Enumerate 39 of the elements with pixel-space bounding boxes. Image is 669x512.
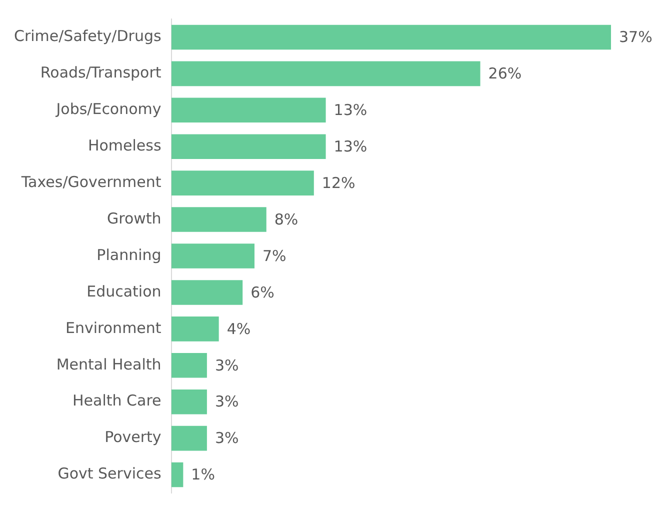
bar: [171, 24, 611, 50]
data-label: 3%: [214, 429, 239, 448]
bar: [171, 352, 207, 378]
data-label: 37%: [619, 28, 652, 46]
y-tick-label: Govt Services: [58, 464, 162, 483]
y-tick-label: Mental Health: [56, 355, 162, 374]
y-tick-label: Environment: [66, 318, 162, 337]
y-tick-label: Growth: [107, 209, 162, 228]
bar: [171, 244, 254, 268]
bar: [171, 98, 326, 123]
data-label: 13%: [334, 101, 368, 120]
bar: [171, 170, 314, 196]
data-label: 13%: [334, 138, 368, 156]
bar: [171, 280, 243, 305]
bar: [171, 134, 326, 160]
bar: [171, 462, 184, 488]
data-label: 26%: [488, 64, 522, 83]
y-tick-label: Roads/Transport: [40, 64, 162, 82]
bar: [171, 316, 219, 342]
data-label: 4%: [226, 320, 251, 338]
bar: [171, 389, 207, 414]
data-label: 12%: [322, 174, 356, 192]
y-tick-label: Crime/Safety/Drugs: [14, 27, 162, 46]
data-label: 3%: [214, 356, 239, 374]
data-label: 3%: [214, 392, 239, 411]
y-tick-label: Homeless: [88, 136, 162, 155]
data-label: 8%: [274, 210, 298, 228]
bar: [171, 207, 266, 232]
bar: [171, 426, 207, 451]
y-tick-label: Health Care: [72, 392, 162, 410]
y-tick-label: Taxes/Government: [20, 172, 162, 191]
data-label: 1%: [191, 466, 215, 484]
data-label: 6%: [250, 283, 274, 302]
y-tick-label: Planning: [96, 246, 162, 264]
bar: [171, 61, 480, 86]
y-tick-label: Education: [86, 282, 162, 300]
y-tick-label: Jobs/Economy: [55, 100, 162, 118]
y-tick-label: Poverty: [104, 428, 162, 446]
data-label: 7%: [262, 246, 286, 265]
